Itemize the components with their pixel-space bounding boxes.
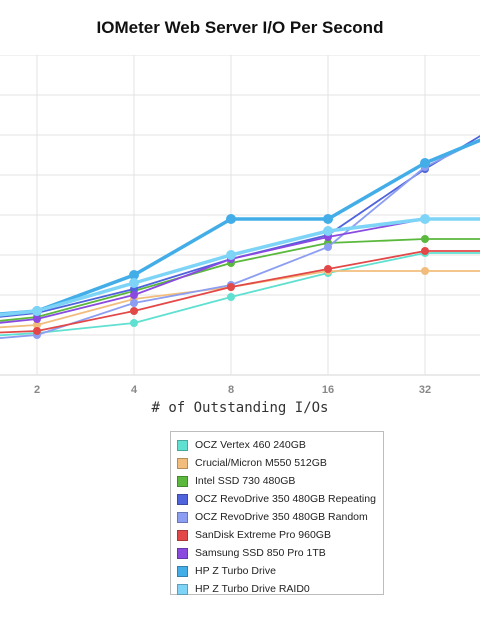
legend-swatch xyxy=(177,457,188,469)
data-point xyxy=(323,214,333,224)
data-point xyxy=(130,291,138,299)
legend-label: OCZ RevoDrive 350 480GB Random xyxy=(195,511,368,523)
x-tick-label: 16 xyxy=(322,384,334,395)
series-5 xyxy=(0,247,480,335)
legend-swatch xyxy=(177,439,188,451)
legend-label: HP Z Turbo Drive RAID0 xyxy=(195,583,310,595)
legend-swatch xyxy=(177,565,188,577)
legend-swatch xyxy=(177,475,188,487)
x-tick-label: 4 xyxy=(131,384,138,395)
data-point xyxy=(324,243,332,251)
series-0 xyxy=(0,249,480,337)
data-point xyxy=(129,270,139,280)
series-8 xyxy=(0,214,480,317)
data-point xyxy=(421,267,429,275)
grid-lines xyxy=(0,55,480,376)
data-point xyxy=(420,158,430,168)
legend: OCZ Vertex 460 240GB Crucial/Micron M550 … xyxy=(170,431,384,595)
line-chart: 2 4 8 16 32 xyxy=(0,55,480,395)
x-axis-ticks: 2 4 8 16 32 xyxy=(34,384,431,395)
legend-label: Intel SSD 730 480GB xyxy=(195,475,296,487)
series-line xyxy=(0,250,480,334)
legend-label: Crucial/Micron M550 512GB xyxy=(195,457,327,469)
legend-item: Crucial/Micron M550 512GB xyxy=(177,454,383,472)
data-point xyxy=(421,235,429,243)
legend-swatch xyxy=(177,547,188,559)
legend-item: Intel SSD 730 480GB xyxy=(177,472,383,490)
data-point xyxy=(323,226,333,236)
legend-item: HP Z Turbo Drive xyxy=(177,562,383,580)
legend-swatch xyxy=(177,583,188,595)
data-point xyxy=(420,214,430,224)
data-point xyxy=(421,247,429,255)
data-point xyxy=(226,250,236,260)
data-point xyxy=(227,293,235,301)
data-point xyxy=(129,278,139,288)
data-point xyxy=(130,319,138,327)
series-line xyxy=(0,218,480,324)
legend-item: SanDisk Extreme Pro 960GB xyxy=(177,526,383,544)
legend-swatch xyxy=(177,529,188,541)
chart-title: IOMeter Web Server I/O Per Second xyxy=(96,18,384,37)
legend-label: HP Z Turbo Drive xyxy=(195,565,276,577)
legend-label: OCZ Vertex 460 240GB xyxy=(195,439,306,451)
data-point xyxy=(227,283,235,291)
series-line xyxy=(0,135,480,318)
x-tick-label: 8 xyxy=(228,384,234,395)
series-line xyxy=(0,252,480,337)
x-tick-label: 32 xyxy=(419,384,431,395)
x-tick-label: 2 xyxy=(34,384,40,395)
legend-label: OCZ RevoDrive 350 480GB Repeating xyxy=(195,493,376,505)
data-point xyxy=(324,265,332,273)
data-point xyxy=(32,306,42,316)
data-point xyxy=(33,315,41,323)
legend-item: OCZ RevoDrive 350 480GB Random xyxy=(177,508,383,526)
series-3 xyxy=(0,135,480,318)
data-point xyxy=(33,321,41,329)
series-4 xyxy=(0,138,480,339)
data-point xyxy=(33,327,41,335)
legend-item: OCZ Vertex 460 240GB xyxy=(177,436,383,454)
legend-label: SanDisk Extreme Pro 960GB xyxy=(195,529,331,541)
legend-item: OCZ RevoDrive 350 480GB Repeating xyxy=(177,490,383,508)
series-6 xyxy=(0,215,480,324)
series-layer xyxy=(0,135,480,339)
legend-label: Samsung SSD 850 Pro 1TB xyxy=(195,547,326,559)
series-line xyxy=(0,138,480,339)
x-axis-label: # of Outstanding I/Os xyxy=(151,400,329,416)
data-point xyxy=(130,299,138,307)
series-line xyxy=(0,217,480,317)
data-point xyxy=(130,307,138,315)
legend-item: HP Z Turbo Drive RAID0 xyxy=(177,580,383,598)
legend-swatch xyxy=(177,511,188,523)
data-point xyxy=(226,214,236,224)
legend-item: Samsung SSD 850 Pro 1TB xyxy=(177,544,383,562)
legend-swatch xyxy=(177,493,188,505)
